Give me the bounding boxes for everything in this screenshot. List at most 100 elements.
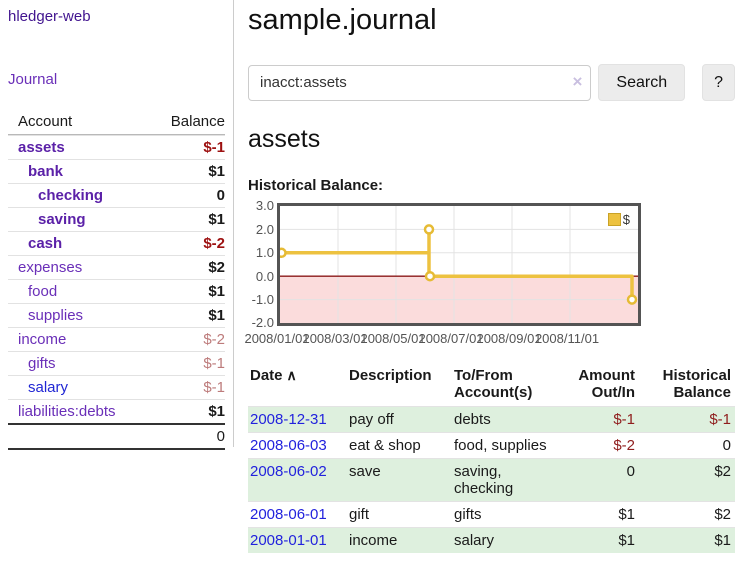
data-point-markers bbox=[276, 224, 638, 305]
transaction-date-link[interactable]: 2008-06-03 bbox=[250, 437, 327, 454]
transaction-balance: $-1 bbox=[639, 406, 735, 433]
transaction-amount: $-2 bbox=[554, 432, 639, 459]
transaction-accounts: gifts bbox=[450, 501, 554, 528]
chart-canvas bbox=[276, 206, 638, 323]
transaction-amount: $-1 bbox=[554, 406, 639, 433]
balance-step-line bbox=[280, 227, 634, 300]
transaction-accounts: food, supplies bbox=[450, 432, 554, 459]
account-link-checking[interactable]: checking bbox=[38, 187, 104, 204]
transaction-amount: 0 bbox=[554, 458, 639, 502]
x-axis-labels: 2008/01/01 2008/03/01 2008/05/01 2008/07… bbox=[244, 329, 641, 347]
account-balance: $1 bbox=[208, 211, 225, 228]
y-axis-tick: -2.0 bbox=[251, 315, 274, 330]
accounts-table: Account Balance assets $-1 bank $1 check… bbox=[8, 110, 225, 450]
plot-area: $ bbox=[276, 203, 641, 326]
account-link-supplies[interactable]: supplies bbox=[28, 307, 84, 324]
accounts-total-value: 0 bbox=[216, 428, 225, 445]
account-balance: $1 bbox=[208, 163, 225, 180]
account-row-food: food $1 bbox=[8, 279, 225, 303]
transaction-row: 2008-06-02 save saving, checking 0 $2 bbox=[248, 458, 735, 502]
help-button[interactable]: ? bbox=[702, 64, 735, 101]
account-balance: $-2 bbox=[203, 331, 225, 348]
search-input[interactable] bbox=[248, 64, 592, 101]
account-balance: $1 bbox=[208, 283, 225, 300]
account-link-bank[interactable]: bank bbox=[28, 163, 64, 180]
account-row-gifts: gifts $-1 bbox=[8, 351, 225, 375]
account-row-bank: bank $1 bbox=[8, 159, 225, 183]
accounts-total-row: 0 bbox=[8, 423, 225, 450]
account-balance: $-2 bbox=[203, 235, 225, 252]
account-link-income[interactable]: income bbox=[18, 331, 67, 348]
account-link-gifts[interactable]: gifts bbox=[28, 355, 56, 372]
transaction-row: 2008-01-01 income salary $1 $1 bbox=[248, 527, 735, 553]
chart-legend: $ bbox=[607, 212, 630, 227]
transaction-amount: $1 bbox=[554, 527, 639, 553]
account-link-food[interactable]: food bbox=[28, 283, 58, 300]
account-link-cash[interactable]: cash bbox=[28, 235, 63, 252]
app-brand-link[interactable]: hledger-web bbox=[8, 8, 91, 25]
legend-swatch-icon bbox=[607, 213, 621, 226]
transaction-row: 2008-12-31 pay off debts $-1 $-1 bbox=[248, 406, 735, 433]
sidebar-item-journal[interactable]: Journal bbox=[8, 71, 58, 88]
account-balance: $2 bbox=[208, 259, 225, 276]
transaction-date-link[interactable]: 2008-06-02 bbox=[250, 463, 327, 480]
x-axis-tick: 2008/05/01 bbox=[360, 331, 426, 346]
account-row-checking: checking 0 bbox=[8, 183, 225, 207]
account-row-supplies: supplies $1 bbox=[8, 303, 225, 327]
transaction-accounts: salary bbox=[450, 527, 554, 553]
account-link-salary[interactable]: salary bbox=[28, 379, 69, 396]
historical-balance-chart: 3.0 2.0 1.0 0.0 -1.0 -2.0 bbox=[244, 199, 643, 348]
account-balance: $-1 bbox=[203, 379, 225, 396]
chart-section-label: Historical Balance: bbox=[248, 177, 384, 194]
account-link-expenses[interactable]: expenses bbox=[18, 259, 83, 276]
legend-label: $ bbox=[622, 212, 630, 227]
transaction-date-link[interactable]: 2008-01-01 bbox=[250, 532, 327, 549]
transaction-balance: $1 bbox=[639, 527, 735, 553]
account-link-assets[interactable]: assets bbox=[18, 139, 65, 156]
transaction-amount: $1 bbox=[554, 501, 639, 528]
transaction-description: pay off bbox=[345, 406, 450, 433]
y-axis-tick: 3.0 bbox=[255, 198, 274, 213]
page-title: sample.journal bbox=[248, 4, 437, 36]
account-row-cash: cash $-2 bbox=[8, 231, 225, 255]
transaction-balance: $2 bbox=[639, 458, 735, 502]
transaction-balance: 0 bbox=[639, 432, 735, 459]
search-form: × Search ? bbox=[248, 64, 735, 101]
account-row-expenses: expenses $2 bbox=[8, 255, 225, 279]
account-link-saving[interactable]: saving bbox=[38, 211, 86, 228]
account-row-saving: saving $1 bbox=[8, 207, 225, 231]
account-row-income: income $-2 bbox=[8, 327, 225, 351]
transaction-accounts: saving, checking bbox=[450, 458, 554, 502]
transaction-date-link[interactable]: 2008-06-01 bbox=[250, 506, 327, 523]
account-balance: $1 bbox=[208, 307, 225, 324]
balance-column-header: Historical Balance bbox=[662, 367, 731, 401]
account-row-salary: salary $-1 bbox=[8, 375, 225, 399]
account-row-assets: assets $-1 bbox=[8, 135, 225, 159]
y-axis-tick: -1.0 bbox=[251, 292, 274, 307]
transaction-description: save bbox=[345, 458, 450, 502]
transaction-row: 2008-06-01 gift gifts $1 $2 bbox=[248, 501, 735, 528]
account-balance: $-1 bbox=[203, 139, 225, 156]
search-button[interactable]: Search bbox=[598, 64, 686, 101]
x-axis-tick: 2008/07/01 bbox=[418, 331, 484, 346]
account-heading: assets bbox=[248, 125, 321, 153]
clear-search-icon[interactable]: × bbox=[572, 71, 583, 91]
register-header-row: Date ∧ Description To/From Account(s) Amo… bbox=[248, 364, 735, 407]
account-column-header: To/From Account(s) bbox=[454, 367, 533, 401]
account-link-liabilities-debts[interactable]: liabilities:debts bbox=[18, 403, 116, 420]
description-column-header: Description bbox=[349, 367, 432, 384]
transaction-balance: $2 bbox=[639, 501, 735, 528]
y-axis-tick: 2.0 bbox=[255, 222, 274, 237]
accounts-table-header: Account Balance bbox=[8, 110, 225, 135]
main-content: sample.journal × Search ? assets Histori… bbox=[244, 0, 742, 553]
transaction-row: 2008-06-03 eat & shop food, supplies $-2… bbox=[248, 432, 735, 459]
date-column-header[interactable]: Date ∧ bbox=[250, 367, 297, 384]
balance-column-header: Balance bbox=[170, 113, 225, 130]
register-table: Date ∧ Description To/From Account(s) Amo… bbox=[248, 364, 735, 553]
sort-asc-icon: ∧ bbox=[286, 367, 297, 383]
account-balance: $-1 bbox=[203, 355, 225, 372]
sidebar: hledger-web Journal Account Balance asse… bbox=[0, 0, 233, 450]
amount-column-header: Amount Out/In bbox=[578, 367, 635, 401]
transaction-date-link[interactable]: 2008-12-31 bbox=[250, 411, 327, 428]
account-column-header: Account bbox=[18, 113, 73, 130]
